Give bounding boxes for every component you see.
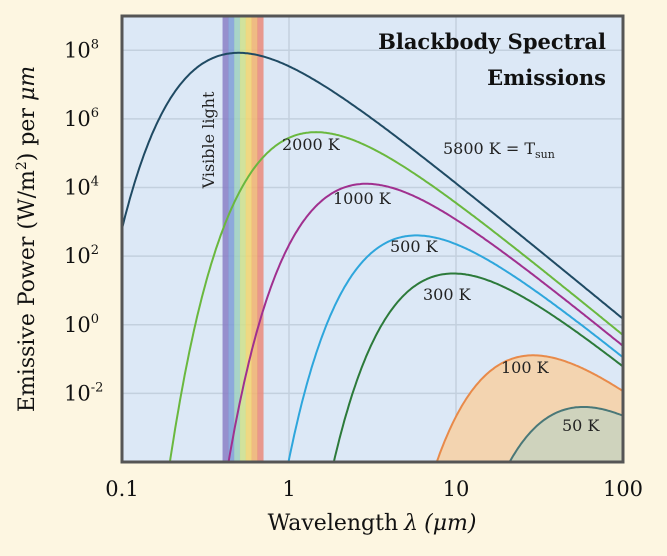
y-tick-base: 10 [64, 381, 91, 405]
curve-100k [435, 354, 623, 462]
series-label-5800k: 5800 K = Tsun [443, 139, 555, 161]
y-tick-exponent: 2 [91, 243, 99, 258]
series-label-100k: 100 K [501, 358, 550, 377]
plot-frame [120, 14, 625, 464]
grid-lines [122, 16, 623, 462]
chart-title-line-2: Emissions [487, 65, 606, 90]
y-tick-label: 102 [64, 243, 99, 268]
series-label-subscript: sun [535, 148, 555, 161]
y-tick-label: 100 [64, 312, 99, 337]
x-tick-labels: 0.1 1 10 100 [105, 477, 643, 501]
y-tick-label: 104 [64, 175, 99, 200]
series-label-2000k: 2000 K [282, 135, 341, 154]
curve-1000k [227, 182, 623, 462]
series-labels: 5800 K = Tsun 2000 K 1000 K 500 K 300 K 100 K… [282, 135, 600, 435]
y-tick-base: 10 [64, 244, 91, 268]
y-axis-title-unit: μm [15, 66, 40, 101]
curve-2000k [168, 131, 623, 462]
y-tick-exponent: -2 [91, 380, 104, 395]
y-tick-exponent: 8 [91, 37, 99, 52]
y-axis-title: Emissive Power (W/m2) per μm [14, 66, 40, 412]
x-tick-label: 10 [443, 477, 470, 501]
series-curves [122, 51, 623, 462]
y-tick-label: 10-2 [64, 380, 103, 405]
curve-500k [287, 234, 623, 462]
visible-band-stripe [257, 16, 264, 462]
y-tick-label: 108 [64, 37, 99, 62]
series-label-1000k: 1000 K [333, 189, 392, 208]
visible-band-stripe [245, 16, 252, 462]
curve-300k [332, 272, 623, 462]
visible-band-stripe [251, 16, 258, 462]
x-axis-title-text: Wavelength [268, 511, 399, 536]
curve-5800k [122, 51, 623, 320]
y-tick-base: 10 [64, 107, 91, 131]
filled-areas [436, 355, 623, 462]
y-tick-base: 10 [64, 176, 91, 200]
x-axis-title: Wavelength λ (μm) [268, 511, 477, 536]
y-axis-title-part2: ) per [15, 101, 40, 161]
series-label-50k: 50 K [562, 416, 600, 435]
curve-50k [508, 406, 623, 462]
series-label-500k: 500 K [390, 237, 439, 256]
y-tick-base: 10 [64, 38, 91, 62]
visible-band-stripe [228, 16, 235, 462]
visible-band-stripe [222, 16, 229, 462]
y-axis-title-sup: 2 [14, 161, 30, 170]
y-tick-exponent: 6 [91, 106, 99, 121]
chart-title-line-1: Blackbody Spectral [378, 29, 606, 54]
x-tick-label: 0.1 [105, 477, 138, 501]
x-tick-label: 100 [603, 477, 643, 501]
series-label-300k: 300 K [423, 285, 472, 304]
y-tick-label: 106 [64, 106, 99, 131]
x-axis-unit: (μm) [424, 511, 476, 536]
y-tick-exponent: 0 [91, 312, 99, 327]
y-tick-base: 10 [64, 313, 91, 337]
visible-light-band [222, 16, 264, 462]
x-tick-label: 1 [282, 477, 295, 501]
y-axis-title-part1: Emissive Power (W/m [15, 170, 40, 412]
visible-band-stripe [239, 16, 247, 462]
area-fill-50k [509, 407, 623, 462]
y-tick-exponent: 4 [91, 175, 99, 190]
visible-light-label: Visible light [199, 91, 218, 189]
x-axis-symbol: λ [403, 511, 418, 536]
visible-band-stripe [234, 16, 241, 462]
